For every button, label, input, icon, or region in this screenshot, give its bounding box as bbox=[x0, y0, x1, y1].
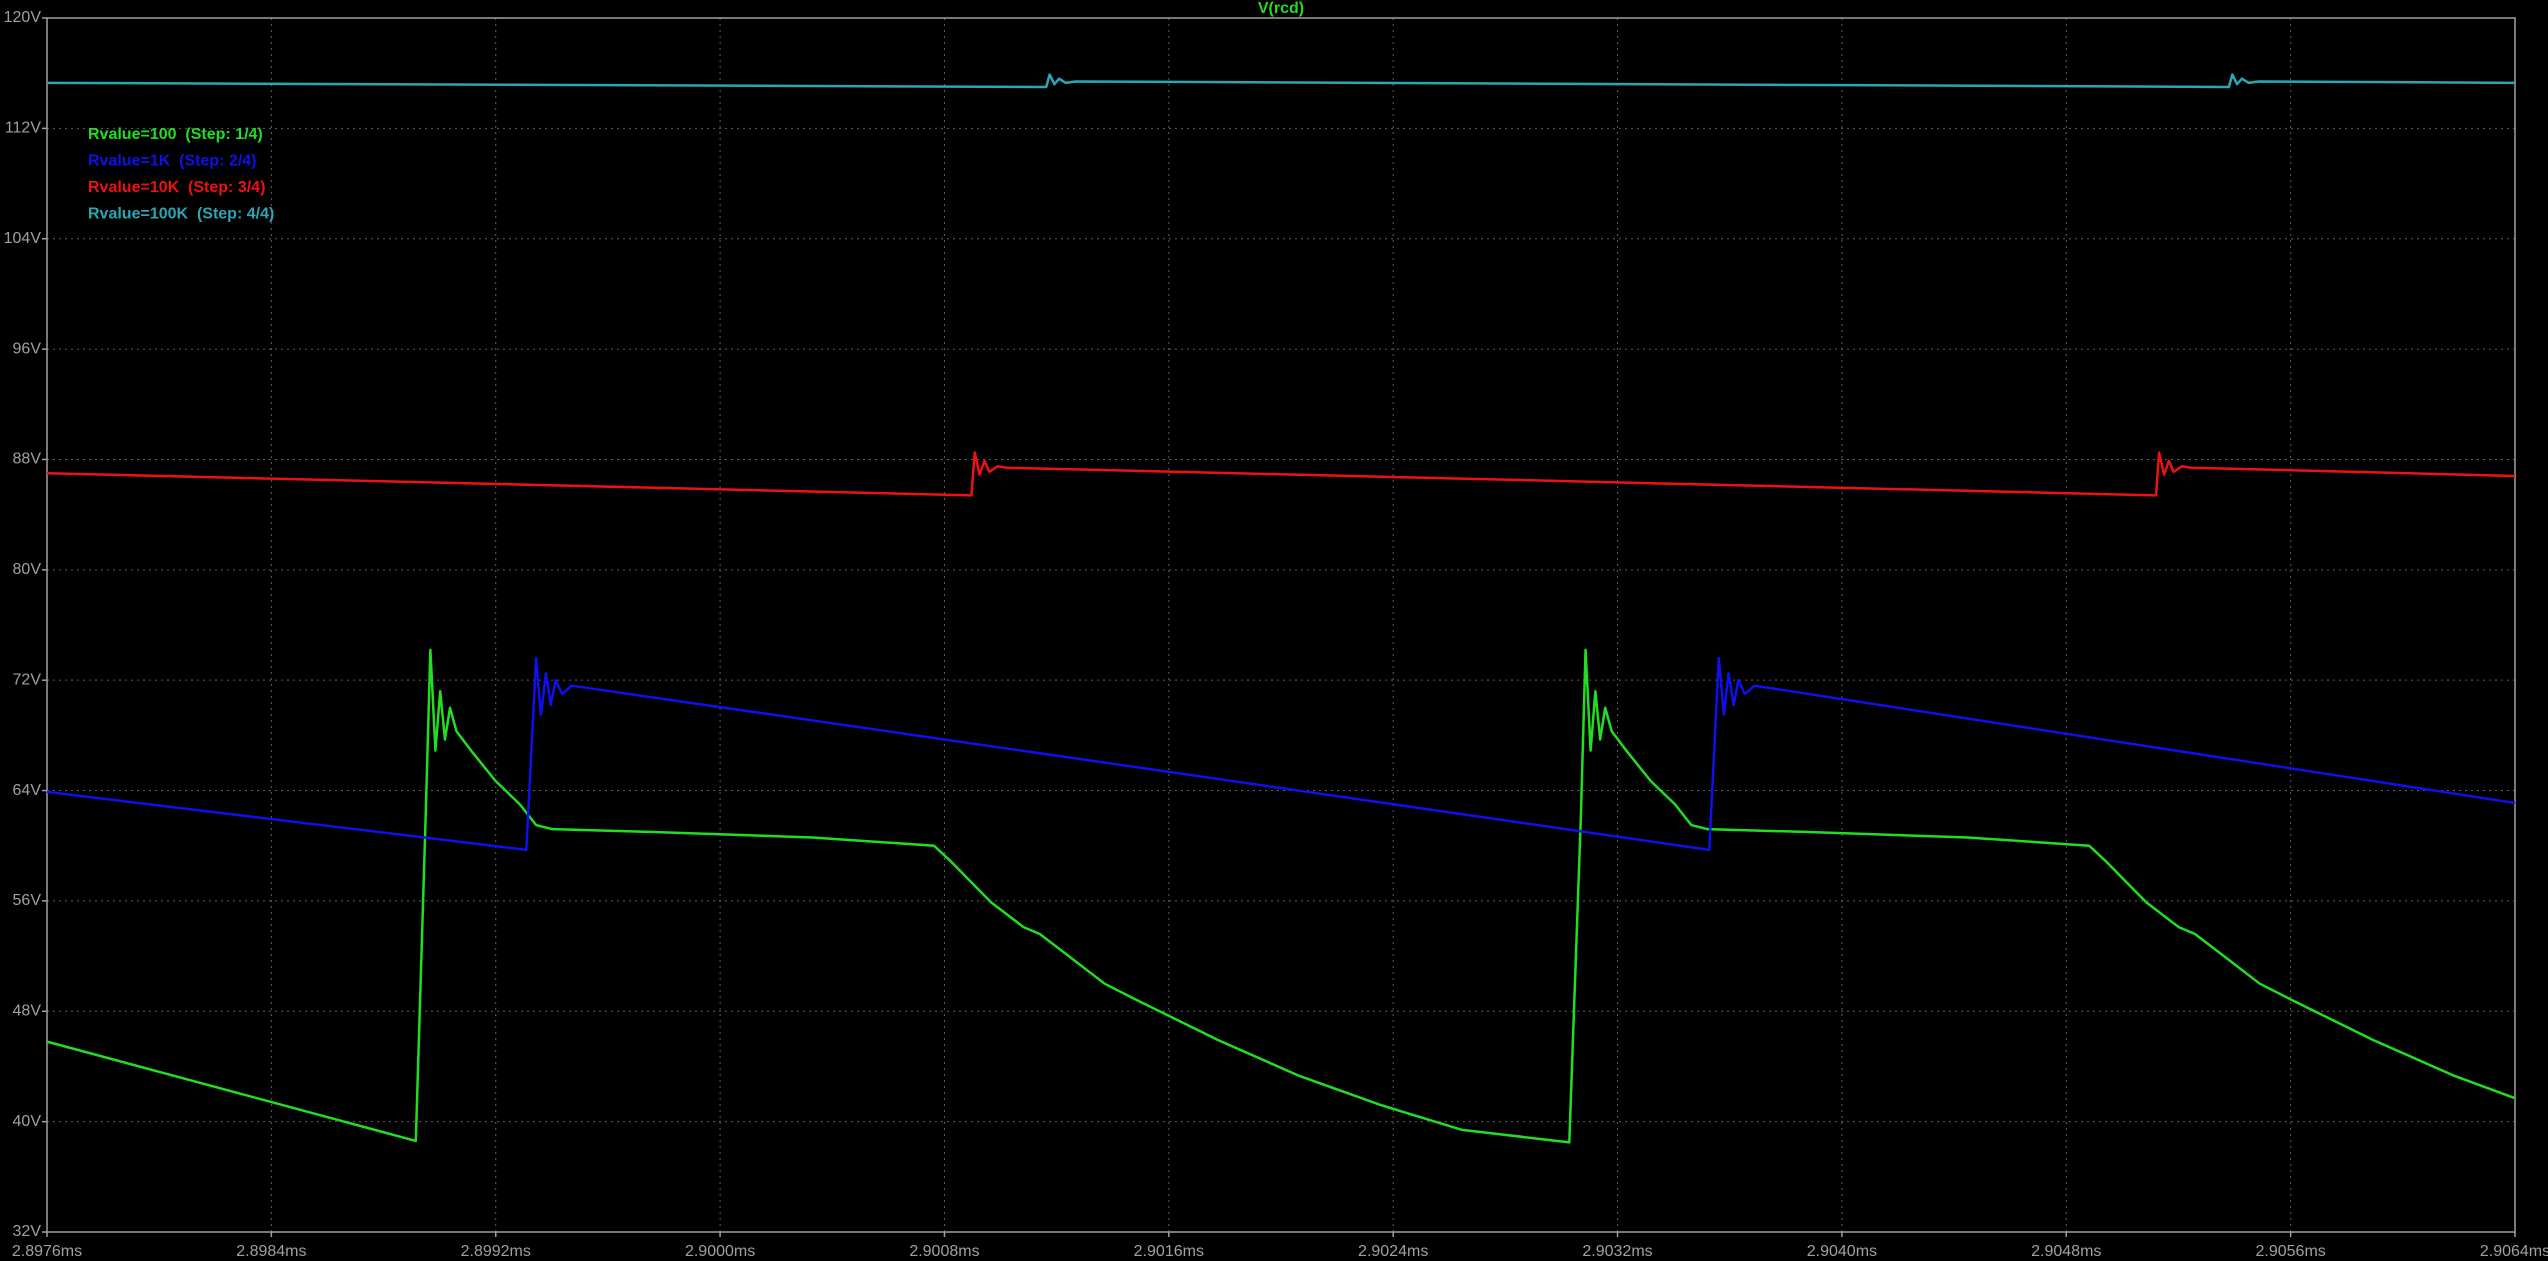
x-tick-label: 2.9040ms bbox=[1807, 1243, 1877, 1260]
x-tick-label: 2.9008ms bbox=[909, 1243, 979, 1260]
series-line bbox=[46, 656, 2516, 852]
legend-entry: Rvalue=1K (Step: 2/4) bbox=[88, 153, 257, 170]
x-tick-label: 2.9056ms bbox=[2256, 1243, 2326, 1260]
y-tick-label: 104V bbox=[4, 230, 42, 247]
y-tick-label: 56V bbox=[13, 892, 42, 909]
legend-entry: Rvalue=100K (Step: 4/4) bbox=[88, 206, 274, 223]
x-tick-label: 2.8992ms bbox=[461, 1243, 531, 1260]
legend-entry: Rvalue=10K (Step: 3/4) bbox=[88, 179, 265, 196]
y-tick-label: 40V bbox=[13, 1113, 42, 1130]
y-tick-label: 96V bbox=[13, 340, 42, 357]
y-tick-label: 72V bbox=[13, 671, 42, 688]
y-tick-label: 32V bbox=[13, 1223, 42, 1240]
x-tick-label: 2.9032ms bbox=[1582, 1243, 1652, 1260]
legend-entry: Rvalue=100 (Step: 1/4) bbox=[88, 126, 263, 143]
series-line bbox=[46, 73, 2516, 89]
series-line bbox=[46, 451, 2516, 497]
y-tick-label: 48V bbox=[13, 1002, 42, 1019]
y-tick-label: 88V bbox=[13, 451, 42, 468]
y-tick-label: 120V bbox=[4, 9, 42, 26]
y-tick-label: 112V bbox=[5, 120, 42, 137]
series-line bbox=[46, 648, 2516, 1144]
x-tick-label: 2.8984ms bbox=[236, 1243, 306, 1260]
chart-title: V(rcd) bbox=[1258, 0, 1304, 17]
x-tick-label: 2.9016ms bbox=[1134, 1243, 1204, 1260]
x-tick-label: 2.9000ms bbox=[685, 1243, 755, 1260]
x-tick-label: 2.8976ms bbox=[12, 1243, 82, 1260]
y-tick-label: 64V bbox=[13, 782, 42, 799]
plot-frame bbox=[46, 17, 2516, 1233]
y-tick-label: 80V bbox=[13, 561, 42, 578]
x-tick-label: 2.9024ms bbox=[1358, 1243, 1428, 1260]
x-tick-label: 2.9048ms bbox=[2031, 1243, 2101, 1260]
x-tick-label: 2.9064ms bbox=[2480, 1243, 2548, 1260]
